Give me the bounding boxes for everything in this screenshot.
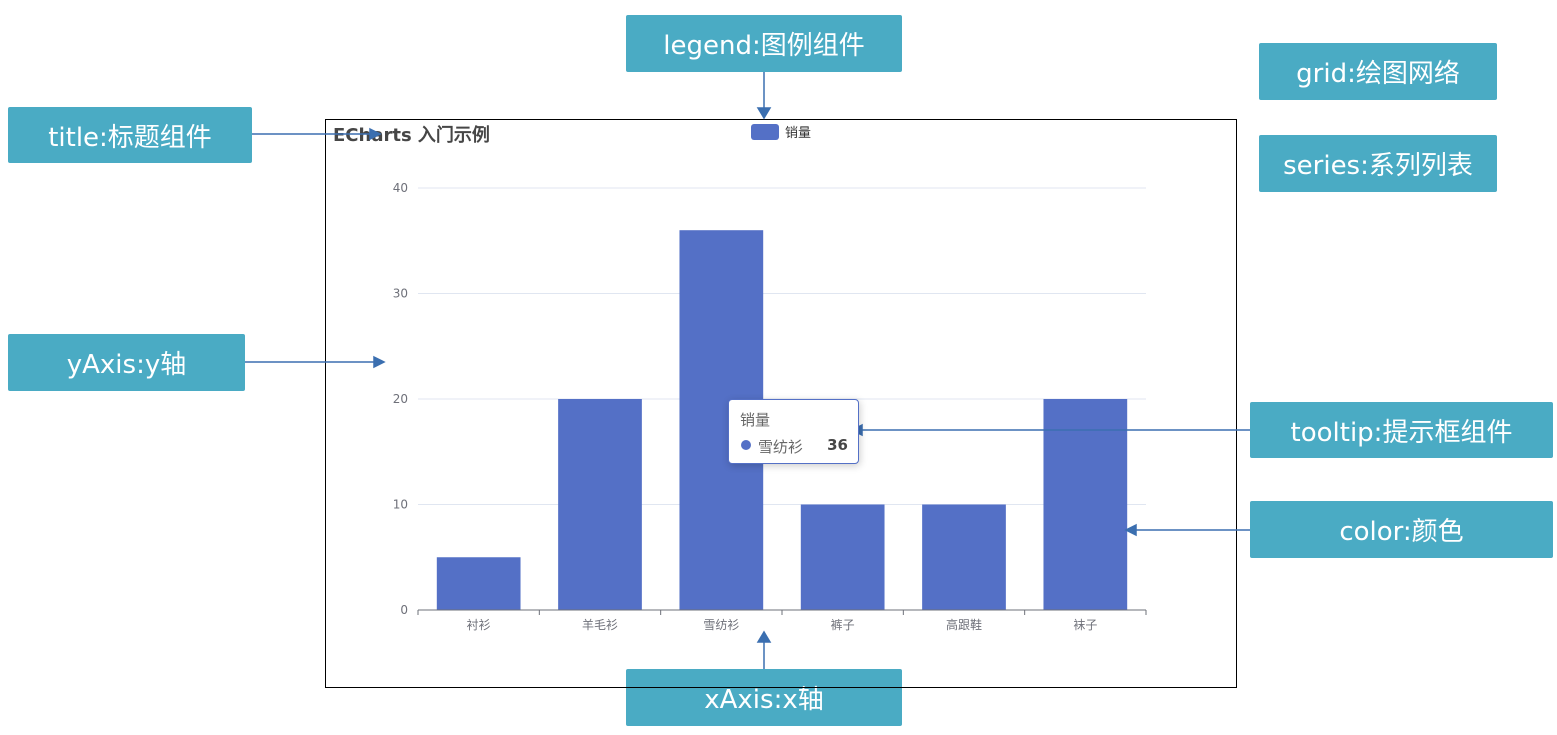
tooltip-value: 36 bbox=[827, 436, 848, 454]
y-tick-label: 0 bbox=[400, 603, 408, 617]
tooltip-series-name: 销量 bbox=[740, 411, 771, 429]
chart-tooltip: 销量 雪纺衫 36 bbox=[728, 399, 859, 464]
tooltip-callout: tooltip:提示框组件 bbox=[1250, 402, 1553, 458]
yaxis-arrowhead bbox=[373, 355, 386, 369]
tooltip-marker bbox=[741, 440, 751, 450]
y-tick-label: 40 bbox=[393, 181, 408, 195]
bar-6[interactable] bbox=[1043, 399, 1128, 610]
chart-title: ECharts 入门示例 bbox=[333, 124, 490, 146]
x-tick-label: 羊毛衫 bbox=[582, 617, 618, 632]
y-tick-label: 30 bbox=[393, 287, 408, 301]
x-tick-label: 高跟鞋 bbox=[946, 617, 982, 632]
y-tick-label: 10 bbox=[393, 498, 408, 512]
legend-label[interactable]: 销量 bbox=[785, 126, 811, 141]
legend-arrowhead bbox=[756, 107, 772, 120]
yaxis-callout: yAxis:y轴 bbox=[8, 334, 245, 391]
y-tick-label: 20 bbox=[393, 392, 408, 406]
x-tick-label: 雪纺衫 bbox=[703, 618, 739, 632]
title-callout: title:标题组件 bbox=[8, 107, 252, 163]
bar-5[interactable] bbox=[922, 504, 1006, 611]
chart-frame bbox=[325, 119, 1237, 688]
legend-callout: legend:图例组件 bbox=[626, 15, 902, 72]
color-callout: color:颜色 bbox=[1250, 501, 1553, 558]
bar-1[interactable] bbox=[436, 557, 521, 610]
grid-callout: grid:绘图网络 bbox=[1259, 43, 1497, 100]
title-arrowhead bbox=[369, 127, 382, 141]
legend-swatch[interactable] bbox=[751, 124, 779, 140]
bar-4[interactable] bbox=[800, 504, 885, 611]
bar-2[interactable] bbox=[558, 399, 642, 610]
tooltip-category: 雪纺衫 bbox=[758, 438, 804, 456]
color-arrowhead bbox=[1124, 523, 1137, 537]
xaxis-arrowhead bbox=[756, 630, 772, 643]
x-tick-label: 衬衫 bbox=[467, 618, 491, 632]
x-tick-label: 袜子 bbox=[1073, 618, 1097, 632]
series-callout: series:系列列表 bbox=[1259, 135, 1497, 192]
xaxis-callout: xAxis:x轴 bbox=[626, 669, 902, 726]
x-tick-label: 裤子 bbox=[831, 618, 855, 632]
